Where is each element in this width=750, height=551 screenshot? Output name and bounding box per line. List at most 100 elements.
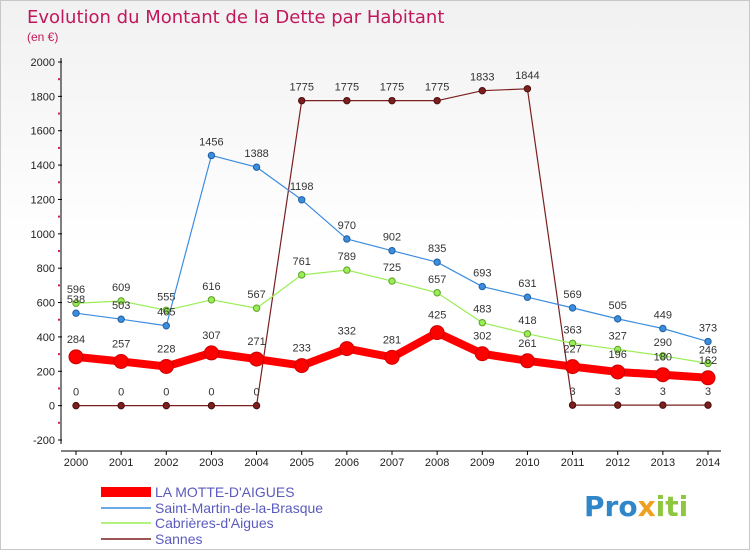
data-label: 425 [428,310,446,322]
data-point [117,297,125,305]
data-point [478,86,486,95]
data-point [704,359,712,368]
series-1: 538 503 465 1456 1388 1198 970 902 835 693 631 569 5… [67,136,717,346]
chart-title: Evolution du Montant de la Dette par Hab… [27,7,444,28]
data-point [298,196,306,204]
x-tick-label: 2002 [154,457,178,469]
legend-swatch [101,487,151,497]
data-label: 1456 [199,136,223,148]
data-point [388,277,396,285]
y-minor-tick [58,181,60,184]
data-label: 290 [654,337,672,349]
y-minor-tick [58,146,60,149]
data-point [298,271,306,279]
data-point [478,318,486,327]
data-point [704,337,712,346]
data-label: 3 [615,386,621,398]
y-minor-tick [58,353,60,356]
data-label: 302 [473,331,491,343]
data-point [655,367,671,383]
data-label: 0 [118,387,124,399]
data-label: 332 [338,326,356,338]
data-label: 657 [428,274,446,286]
data-label: 789 [338,251,356,263]
y-tick-label: 600 [37,298,55,310]
data-label: 363 [563,324,581,336]
data-point [429,325,445,341]
legend-label: Saint-Martin-de-la-Brasque [155,500,323,516]
data-point [162,322,170,330]
proxiti-logo: Proxiti [584,490,688,523]
data-label: 1833 [470,72,494,84]
data-label: 327 [609,330,627,342]
data-point [252,163,261,171]
data-point [343,235,351,243]
y-tick-label: 400 [37,332,55,344]
data-point [252,401,261,410]
x-tick-label: 2010 [515,457,539,469]
y-tick-label: 2000 [31,57,55,69]
y-tick-label: 800 [37,263,55,275]
data-label: 271 [247,336,265,348]
y-axis: -200 0 200 400 600 800 1000 1200 1400 1600 1800 200… [31,57,62,447]
data-label: 180 [654,352,672,364]
x-tick-label: 2009 [470,457,494,469]
data-point [614,345,622,354]
x-tick-label: 2004 [244,457,268,469]
data-label: 261 [518,338,536,350]
data-point [523,85,532,93]
data-label: 228 [157,343,175,355]
y-minor-tick [58,112,60,115]
x-tick-label: 2007 [380,457,404,469]
data-point [72,401,80,410]
x-tick-label: 2005 [289,457,313,469]
y-minor-tick [58,284,60,287]
data-point [565,359,581,375]
x-tick-label: 2001 [109,457,133,469]
data-label: 505 [609,300,627,312]
data-point [72,309,80,317]
y-tick-label: 1200 [31,194,55,206]
x-tick-label: 2003 [199,457,223,469]
data-label: 449 [654,309,672,321]
data-label: 725 [383,262,401,274]
x-tick-label: 2014 [696,457,720,469]
data-point [162,401,170,410]
legend: LA MOTTE-D'AIGUESSaint-Martin-de-la-Bras… [101,484,323,547]
data-label: 567 [247,289,265,301]
data-label: 196 [609,349,627,361]
data-point [568,304,577,312]
data-label: 693 [473,268,491,280]
y-tick-label: 200 [37,366,55,378]
svg-text:Proxiti: Proxiti [584,490,688,523]
data-point [700,370,716,386]
legend-label: Sannes [155,531,202,547]
y-minor-tick [58,250,60,252]
data-label: 609 [112,282,130,294]
series-2: 596 609 555 616 567 761 789 725 657 483 418 363 327 2… [67,251,717,368]
data-point [388,246,396,255]
data-label: 483 [473,304,491,316]
data-label: 835 [428,243,446,255]
data-label: 257 [112,338,130,350]
data-label: 3 [660,386,666,398]
data-point [388,96,396,105]
data-label: 465 [157,307,175,319]
data-point [117,401,125,410]
data-point [252,304,261,312]
data-label: 1775 [425,82,449,94]
y-minor-tick [58,318,60,321]
x-tick-label: 2006 [335,457,359,469]
data-label: 761 [293,256,311,268]
data-label: 0 [208,387,214,399]
data-label: 503 [112,300,130,312]
data-point [659,352,667,360]
data-label: 0 [163,387,169,399]
data-point [478,282,486,291]
data-point [523,330,532,338]
data-label: 1775 [335,82,359,94]
data-point [158,358,174,374]
data-label: 902 [383,232,401,244]
data-point [433,289,441,297]
